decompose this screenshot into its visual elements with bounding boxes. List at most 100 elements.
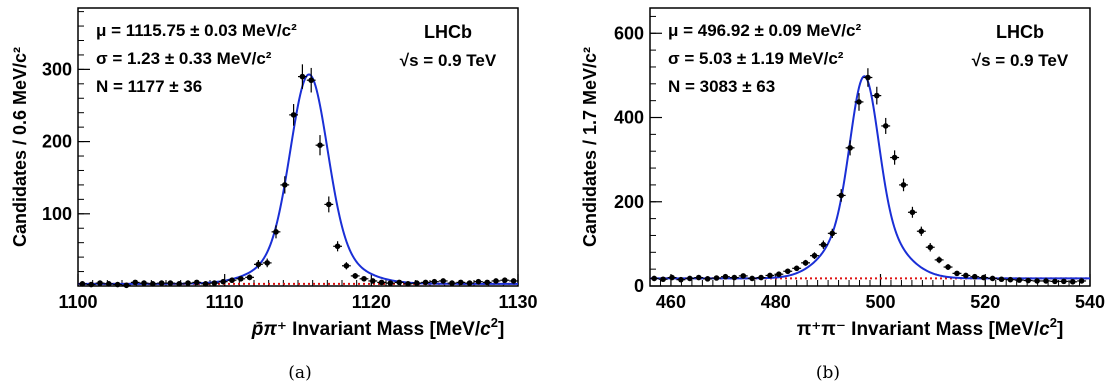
fit-sigma-label-b: σ = 5.03 ± 1.19 MeV/c² bbox=[668, 49, 844, 68]
marker bbox=[114, 281, 121, 288]
y-tick-label: 0 bbox=[634, 276, 644, 296]
x-tick-label: 1120 bbox=[352, 292, 391, 312]
marker bbox=[1061, 278, 1067, 285]
marker bbox=[1052, 278, 1058, 285]
data-point bbox=[262, 258, 272, 268]
data-point bbox=[1023, 277, 1033, 284]
data-point bbox=[113, 281, 122, 288]
marker bbox=[829, 230, 836, 237]
data-point bbox=[368, 278, 378, 284]
marker bbox=[414, 280, 420, 286]
data-point bbox=[377, 279, 386, 286]
data-point bbox=[997, 276, 1006, 283]
marker bbox=[378, 279, 385, 286]
marker bbox=[317, 142, 323, 148]
marker bbox=[713, 275, 720, 281]
data-point bbox=[667, 274, 677, 281]
marker bbox=[776, 271, 782, 278]
data-point bbox=[1059, 278, 1069, 285]
x-tick-label: 1130 bbox=[498, 292, 537, 312]
marker bbox=[123, 282, 130, 289]
data-point bbox=[970, 273, 980, 280]
marker bbox=[989, 275, 996, 282]
fit-n-label-b: N = 3083 ± 63 bbox=[668, 77, 775, 96]
data-point bbox=[934, 256, 944, 264]
data-point bbox=[139, 280, 149, 286]
data-point bbox=[386, 280, 395, 286]
panel-a: 1100 1110 1120 1130 100 200 300 μ = 1115.75 ± … bbox=[10, 7, 538, 383]
marker bbox=[758, 274, 764, 281]
energy-label-a: √s = 0.9 TeV bbox=[400, 51, 497, 70]
marker bbox=[998, 276, 1005, 283]
data-point bbox=[430, 278, 439, 285]
experiment-label-b: LHCb bbox=[996, 22, 1044, 42]
data-point bbox=[712, 275, 721, 281]
x-axis-label-b: π⁺π⁻ Invariant Mass [MeV/c2] bbox=[797, 315, 1064, 340]
data-point bbox=[350, 273, 360, 279]
data-point bbox=[1032, 278, 1042, 284]
marker bbox=[900, 182, 907, 188]
data-point bbox=[925, 243, 935, 252]
marker bbox=[290, 112, 297, 118]
data-point bbox=[1077, 278, 1087, 284]
fit-n-label-a: N = 1177 ± 36 bbox=[96, 77, 202, 96]
marker bbox=[97, 280, 103, 286]
marker bbox=[838, 192, 844, 199]
marker bbox=[820, 241, 827, 248]
data-point bbox=[289, 104, 298, 126]
marker bbox=[784, 268, 791, 275]
data-point bbox=[720, 273, 730, 280]
marker bbox=[132, 279, 138, 286]
data-point bbox=[236, 275, 246, 282]
data-point bbox=[474, 278, 483, 285]
fit-curve bbox=[78, 73, 518, 285]
data-point bbox=[148, 281, 158, 287]
data-point bbox=[95, 280, 105, 286]
data-point bbox=[122, 282, 131, 289]
fit-sigma-label-a: σ = 1.23 ± 0.33 MeV/c² bbox=[96, 49, 272, 68]
data-point bbox=[818, 240, 828, 249]
marker bbox=[971, 273, 978, 280]
marker bbox=[1025, 277, 1031, 284]
data-point bbox=[306, 67, 316, 93]
marker bbox=[980, 274, 987, 281]
marker bbox=[238, 275, 244, 282]
data-point bbox=[456, 279, 466, 286]
marker bbox=[273, 229, 279, 235]
marker bbox=[678, 276, 684, 283]
data-point bbox=[157, 280, 166, 286]
experiment-label-a: LHCb bbox=[424, 22, 472, 42]
data-point bbox=[943, 264, 953, 270]
data-point bbox=[1068, 278, 1078, 285]
data-point bbox=[854, 93, 864, 111]
marker bbox=[1034, 278, 1040, 284]
data-point bbox=[890, 150, 900, 165]
marker bbox=[927, 244, 934, 251]
x-tick-label: 1110 bbox=[206, 292, 244, 312]
marker bbox=[158, 280, 165, 286]
data-point bbox=[412, 280, 422, 286]
marker bbox=[396, 279, 403, 286]
x-axis-close-b: ] bbox=[1057, 319, 1063, 340]
marker bbox=[264, 260, 271, 266]
x-axis-particle-b: π⁺π⁻ bbox=[797, 319, 846, 340]
data-point bbox=[324, 196, 334, 213]
marker bbox=[687, 275, 693, 282]
marker bbox=[475, 278, 482, 285]
data-point bbox=[201, 281, 210, 287]
x-axis-main-a: Invariant Mass [MeV/ bbox=[292, 319, 481, 340]
marker bbox=[370, 278, 376, 284]
caption-a: (a) bbox=[288, 363, 311, 383]
data-point bbox=[227, 277, 237, 284]
marker bbox=[695, 274, 702, 281]
marker bbox=[660, 276, 666, 283]
data-point bbox=[916, 226, 926, 236]
data-point bbox=[845, 140, 855, 156]
y-axis-label-a: Candidates / 0.6 MeV/c² bbox=[10, 47, 30, 247]
data-point bbox=[342, 262, 351, 270]
marker bbox=[176, 281, 182, 287]
marker bbox=[185, 280, 191, 286]
y-tick-label: 200 bbox=[42, 132, 72, 152]
marker bbox=[466, 280, 473, 286]
